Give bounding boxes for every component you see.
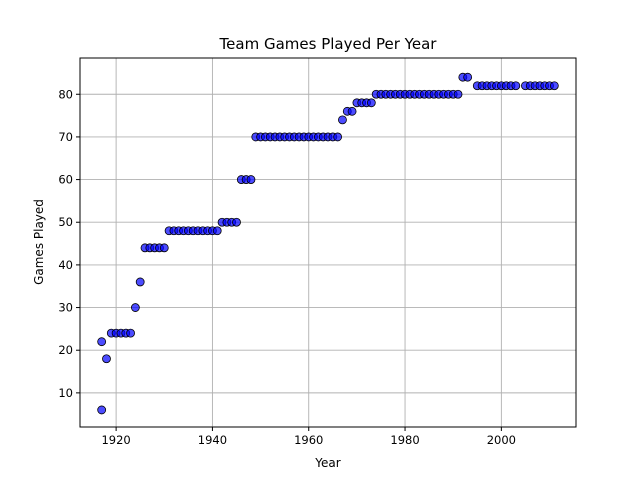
- data-point: [212, 226, 222, 236]
- data-point: [511, 81, 521, 91]
- axis-ticks: 1920 1940 1960 1980 2000 10 20 30 40 50 60 70 80: [58, 87, 516, 447]
- data-point: [366, 98, 376, 108]
- y-tick-label: 20: [58, 343, 73, 357]
- data-point: [102, 354, 111, 364]
- x-tick-label: 1940: [198, 433, 227, 447]
- y-tick-label: 60: [58, 173, 73, 187]
- y-tick-label: 10: [58, 386, 73, 400]
- data-point: [97, 405, 107, 415]
- y-axis-label: Games Played: [32, 199, 46, 285]
- data-point: [338, 115, 347, 125]
- data-point: [453, 89, 463, 99]
- x-axis-label: Year: [314, 456, 340, 470]
- data-point: [159, 243, 169, 253]
- data-point: [126, 328, 135, 338]
- data-point: [333, 132, 343, 142]
- data-point: [232, 217, 241, 227]
- data-point: [246, 175, 256, 184]
- plot-frame: [79, 57, 577, 428]
- x-tick-label: 1960: [294, 433, 323, 447]
- y-tick-label: 70: [58, 130, 73, 144]
- data-point: [347, 106, 357, 116]
- y-tick-label: 50: [58, 215, 73, 229]
- y-tick-label: 40: [58, 258, 73, 272]
- y-tick-label: 80: [58, 87, 73, 101]
- data-point: [97, 337, 107, 347]
- x-tick-label: 1920: [101, 433, 130, 447]
- x-tick-label: 1980: [390, 433, 419, 447]
- chart-title: Team Games Played Per Year: [219, 35, 438, 53]
- data-point: [463, 72, 473, 82]
- y-tick-label: 30: [58, 301, 73, 315]
- x-tick-label: 2000: [487, 433, 516, 447]
- data-point: [549, 81, 559, 91]
- data-point: [130, 303, 140, 312]
- data-point: [135, 277, 145, 287]
- grid-lines: [80, 58, 576, 427]
- data-points: [97, 72, 559, 415]
